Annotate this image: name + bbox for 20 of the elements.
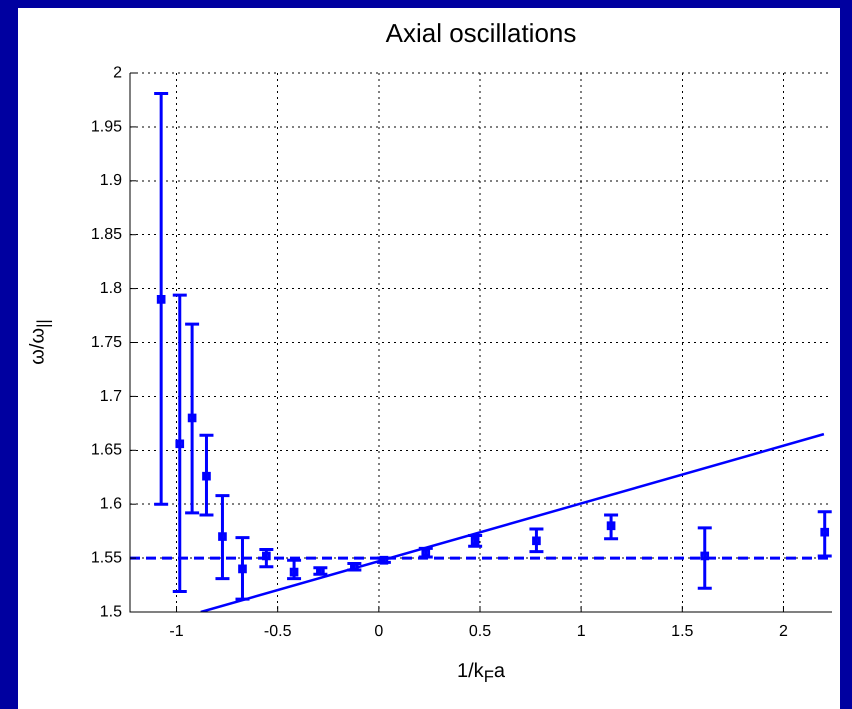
y-tick-label: 1.75: [90, 334, 122, 351]
x-axis-title: 1/k$_{F}$a: [456, 660, 506, 687]
x-tick-label: 1: [576, 623, 586, 640]
y-tick-label: 1.7: [100, 388, 122, 405]
y-tick-label: 1.5: [100, 603, 122, 620]
y-tick-label: 1.8: [100, 280, 122, 298]
y-tick-label: 1.95: [90, 118, 122, 136]
x-tick-label: 2: [778, 623, 788, 640]
y-tick-label: 1.6: [100, 496, 122, 513]
x-tick-label: 1.5: [671, 623, 694, 640]
y-tick-label: 1.9: [100, 172, 122, 190]
y-tick-label: 1.65: [90, 442, 122, 459]
x-tick-label: 0.5: [468, 623, 492, 640]
y-tick-label: 1.55: [90, 550, 122, 567]
y-tick-label: 2: [113, 64, 122, 82]
x-tick-label: 0: [374, 623, 384, 640]
x-tick-label: -0.5: [264, 623, 292, 640]
chart-title: Axial oscillations: [384, 18, 578, 49]
x-tick-label: -1: [169, 623, 184, 640]
y-tick-label: 1.85: [90, 226, 122, 244]
